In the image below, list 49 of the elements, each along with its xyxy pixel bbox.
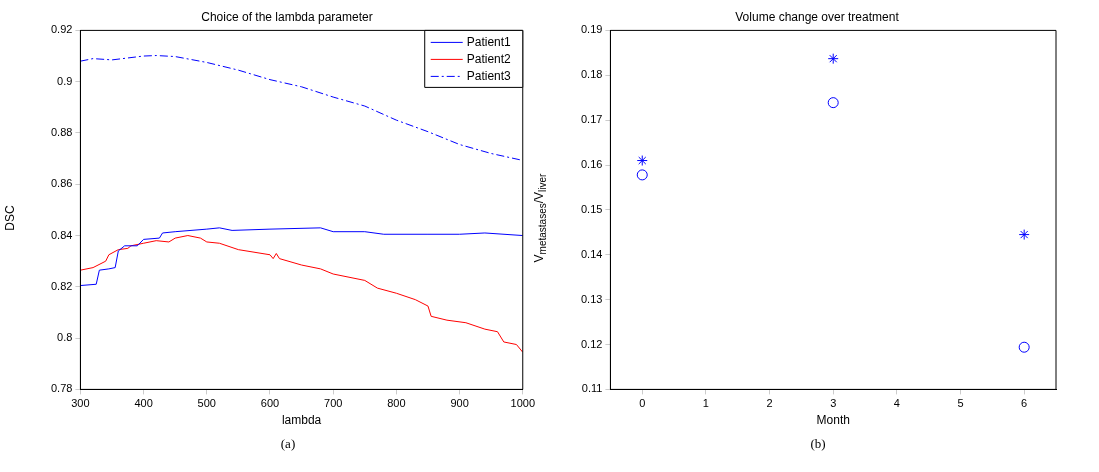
point xyxy=(827,97,839,109)
x-tick-label: 6 xyxy=(1021,397,1028,410)
text: (b) xyxy=(809,436,827,452)
y-tick-label: 0.13 xyxy=(580,292,603,305)
y-tick-label: 0.82 xyxy=(50,279,73,292)
y-axis-title: DSC xyxy=(3,205,17,231)
x-axis-title: lambda xyxy=(281,413,322,428)
x-tick-label: 600 xyxy=(260,397,280,410)
point xyxy=(1018,229,1030,241)
x-tick-label: 1 xyxy=(702,397,709,410)
y-tick-label: 0.12 xyxy=(580,337,603,350)
y-tick-label: 0.88 xyxy=(50,126,73,138)
point xyxy=(827,53,839,65)
x-tick-label: 800 xyxy=(387,397,406,410)
y-tick-label: 0.86 xyxy=(50,177,73,190)
x-tick-label: 1000 xyxy=(510,397,536,410)
x-tick-label: 4 xyxy=(893,397,900,410)
y-tick-label: 0.11 xyxy=(581,382,603,395)
y-tick-label: 0.17 xyxy=(580,113,603,126)
y-tick-label: 0.84 xyxy=(50,228,73,241)
x-tick-label: 900 xyxy=(450,397,469,410)
point xyxy=(636,169,648,181)
y-tick-label: 0.19 xyxy=(580,23,603,36)
y-tick-label: 0.15 xyxy=(580,202,603,215)
point xyxy=(1018,341,1030,353)
x-tick-label: 2 xyxy=(766,397,773,410)
x-tick-label: 700 xyxy=(324,397,343,410)
line-series xyxy=(80,55,523,161)
x-tick-label: 300 xyxy=(71,397,90,410)
chart-title: Volume change over treatment xyxy=(735,9,900,24)
x-tick-label: 400 xyxy=(134,397,153,410)
x-axis-title: Month xyxy=(816,413,850,428)
point xyxy=(636,155,648,167)
chart-title: Choice of the lambda parameter xyxy=(201,9,373,24)
x-tick-label: 500 xyxy=(197,397,216,410)
legend-label: Patient1 xyxy=(466,34,512,49)
legend-label: Patient2 xyxy=(466,51,512,66)
x-tick-label: 3 xyxy=(830,397,837,410)
text: (a) xyxy=(279,436,297,452)
y-tick-label: 0.16 xyxy=(580,158,603,171)
x-tick-label: 5 xyxy=(957,397,964,410)
y-tick-label: 0.8 xyxy=(57,331,73,344)
legend-label: Patient3 xyxy=(466,68,512,83)
y-tick-label: 0.14 xyxy=(580,247,603,260)
x-tick-label: 0 xyxy=(639,397,646,410)
y-tick-label: 0.9 xyxy=(57,74,73,87)
y-tick-label: 0.18 xyxy=(580,68,603,81)
y-tick-label: 0.78 xyxy=(50,382,73,395)
y-tick-label: 0.92 xyxy=(50,23,73,36)
